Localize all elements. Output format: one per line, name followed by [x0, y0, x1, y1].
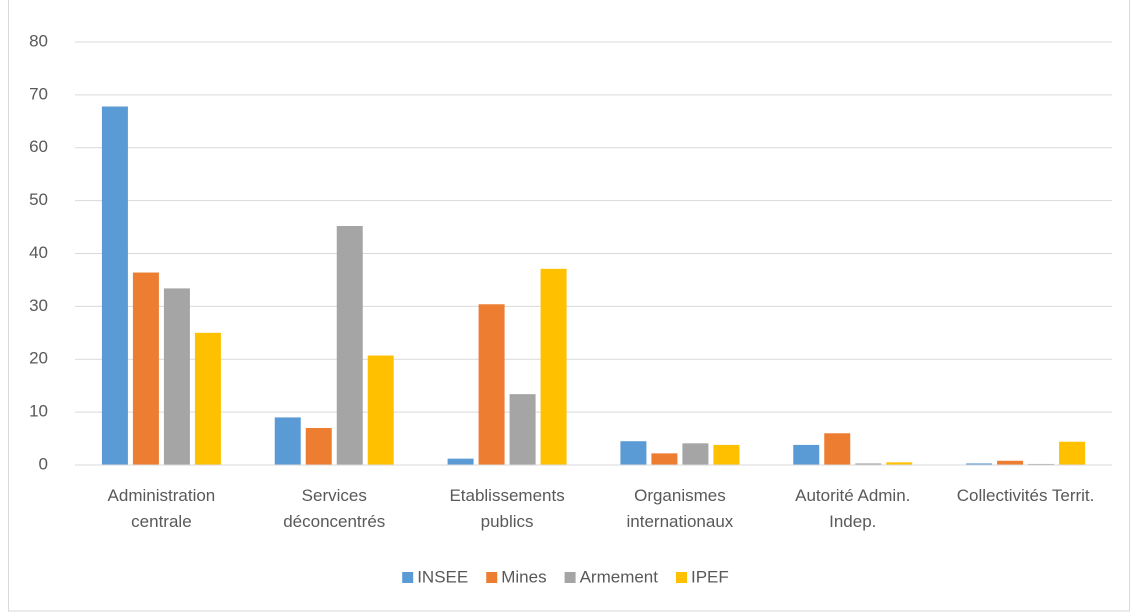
bar [132, 272, 159, 465]
bar [336, 226, 363, 465]
legend-label: Armement [580, 567, 659, 586]
x-tick-label: Etablissements publics [449, 486, 564, 531]
bar [713, 444, 740, 465]
bar [367, 355, 394, 465]
bar [855, 463, 882, 465]
bar [163, 288, 190, 465]
bar [886, 462, 913, 465]
bar [509, 394, 536, 465]
bar [101, 106, 128, 465]
legend-swatch [564, 572, 576, 583]
y-tick-label: 40 [29, 243, 48, 262]
bar [540, 268, 567, 465]
legend-swatch [486, 572, 498, 583]
bar [1059, 441, 1086, 465]
x-tick-label: Collectivités Territ. [957, 486, 1095, 505]
bar [478, 304, 505, 465]
y-tick-label: 60 [29, 137, 48, 156]
bar [194, 332, 221, 465]
bar [1028, 463, 1055, 465]
bar [305, 427, 332, 465]
bar [997, 460, 1024, 465]
bar [824, 433, 851, 465]
x-tick-label: Autorité Admin. Indep. [795, 486, 910, 531]
y-tick-label: 30 [29, 296, 48, 315]
bar [682, 443, 709, 465]
legend-label: Mines [501, 567, 546, 586]
y-tick-label: 70 [29, 84, 48, 103]
bar [620, 441, 647, 465]
bar [793, 444, 820, 465]
legend-swatch [676, 572, 688, 583]
y-tick-label: 10 [29, 402, 48, 421]
x-tick-label: Administration centrale [108, 486, 216, 531]
x-tick-label: Organismes internationaux [627, 486, 734, 531]
bar [966, 463, 993, 465]
bar [274, 417, 301, 465]
legend-label: INSEE [417, 567, 468, 586]
bar [447, 458, 474, 465]
x-tick-label: Services déconcentrés [283, 486, 385, 531]
bar [651, 453, 678, 465]
y-tick-label: 80 [29, 31, 48, 50]
y-tick-label: 0 [39, 454, 48, 473]
legend-label: IPEF [691, 567, 729, 586]
y-tick-label: 50 [29, 190, 48, 209]
y-tick-label: 20 [29, 349, 48, 368]
legend-swatch [402, 572, 414, 583]
chart-border [8, 0, 1130, 612]
